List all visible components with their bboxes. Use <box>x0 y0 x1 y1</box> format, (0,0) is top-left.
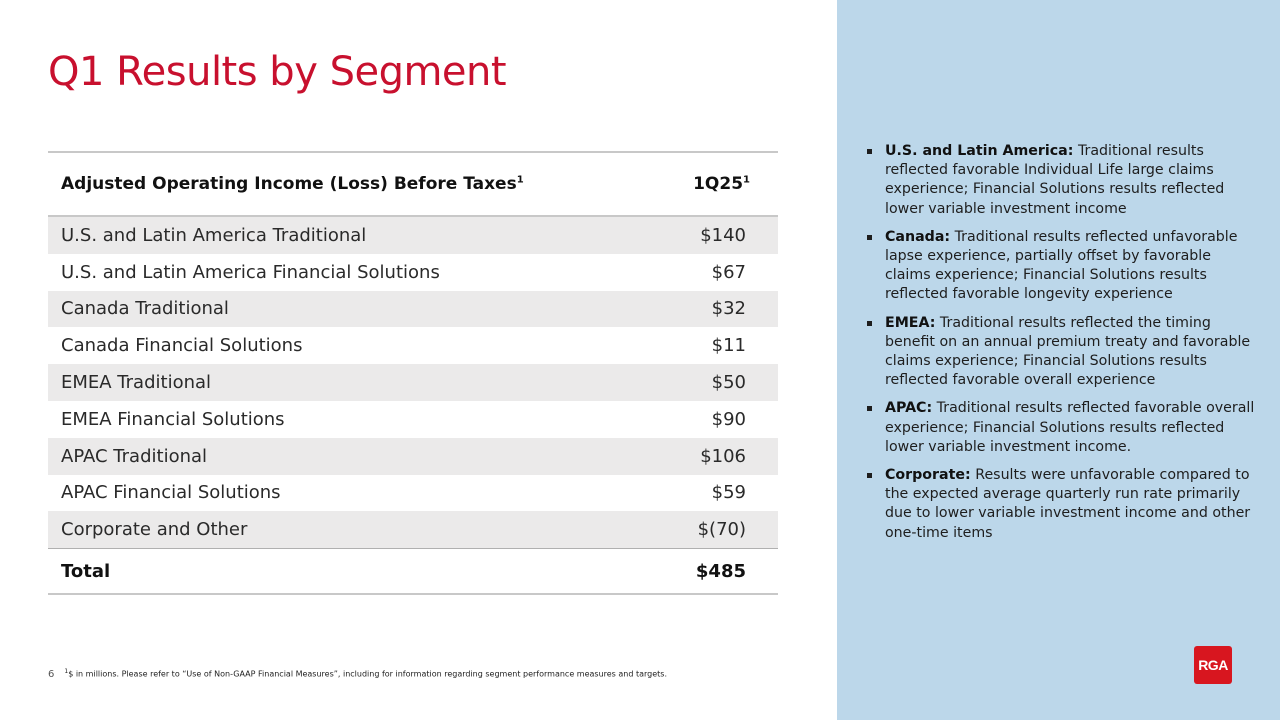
table-total-row: Total $485 <box>48 548 778 596</box>
segment-results-table: Adjusted Operating Income (Loss) Before … <box>48 151 778 596</box>
bullet-item-us-latam: U.S. and Latin America: Traditional resu… <box>866 142 1256 219</box>
bullet-text: Traditional results reflected unfavorabl… <box>885 228 1238 303</box>
bullet-heading: Canada: <box>885 228 951 245</box>
bullet-text: Traditional results reflected favorable … <box>885 143 1225 217</box>
footnote: 6 1$ in millions. Please refer to “Use of… <box>48 668 667 680</box>
rga-logo-icon: RGA <box>1194 646 1232 684</box>
bullet-item-apac: APAC: Traditional results reflected favo… <box>866 399 1256 457</box>
table-row: U.S. and Latin America Traditional $140 <box>48 216 778 254</box>
total-label: Total <box>48 548 668 596</box>
commentary-panel <box>837 0 1280 720</box>
table-row: U.S. and Latin America Financial Solutio… <box>48 254 778 291</box>
square-bullet-icon <box>867 473 872 479</box>
commentary-bullet-list: U.S. and Latin America: Traditional resu… <box>866 142 1256 552</box>
row-label: APAC Financial Solutions <box>61 482 281 504</box>
row-value: $11 <box>711 335 746 357</box>
row-value: $106 <box>667 437 778 475</box>
row-label: U.S. and Latin America Financial Solutio… <box>61 261 440 283</box>
row-label: Corporate and Other <box>48 511 668 549</box>
row-value: $140 <box>667 216 778 254</box>
row-value: $67 <box>711 261 746 283</box>
left-content-panel: Q1 Results by Segment Adjusted Operating… <box>48 49 778 680</box>
bullet-heading: APAC: <box>885 400 933 417</box>
bullet-item-corporate: Corporate: Results were unfavorable comp… <box>866 466 1256 543</box>
footnote-marker: 1 <box>64 668 69 675</box>
square-bullet-icon <box>867 149 872 154</box>
column-header-period: 1Q251 <box>667 152 778 217</box>
row-label: APAC Traditional <box>48 437 668 475</box>
table-row: Canada Traditional $32 <box>48 290 778 328</box>
square-bullet-icon <box>867 406 872 412</box>
table-header-row: Adjusted Operating Income (Loss) Before … <box>48 152 778 217</box>
header-footnote-marker: 1 <box>516 174 524 186</box>
page-number: 6 <box>48 668 55 680</box>
bullet-text: Results were unfavorable compared to the… <box>885 467 1251 541</box>
footnote-text: $ in millions. Please refer to “Use of N… <box>68 669 668 679</box>
row-value: $50 <box>667 364 778 401</box>
bullet-item-canada: Canada: Traditional results reflected un… <box>866 228 1256 305</box>
row-label: EMEA Traditional <box>48 364 668 401</box>
bullet-heading: Corporate: <box>885 467 971 484</box>
table-row: APAC Traditional $106 <box>48 437 778 475</box>
table-row: EMEA Traditional $50 <box>48 364 778 401</box>
table-row: APAC Financial Solutions $59 <box>48 475 778 512</box>
row-value: $59 <box>711 482 746 504</box>
period-footnote-marker: 1 <box>743 174 750 186</box>
row-value: $32 <box>667 290 778 328</box>
bullet-item-emea: EMEA: Traditional results reflected the … <box>866 314 1256 391</box>
bullet-text: Traditional results reflected favorable … <box>885 400 1255 455</box>
row-label: U.S. and Latin America Traditional <box>48 216 668 254</box>
table-row: EMEA Financial Solutions $90 <box>48 401 778 438</box>
row-label: EMEA Financial Solutions <box>61 408 285 430</box>
square-bullet-icon <box>867 234 872 240</box>
square-bullet-icon <box>867 320 872 326</box>
page-title: Q1 Results by Segment <box>48 49 507 95</box>
column-header-label: Adjusted Operating Income (Loss) Before … <box>48 152 668 217</box>
row-label: Canada Financial Solutions <box>61 335 303 357</box>
total-value: $485 <box>667 548 778 596</box>
bullet-text: Traditional results reflected the timing… <box>885 314 1251 389</box>
row-label: Canada Traditional <box>48 290 668 328</box>
bullet-heading: EMEA: <box>885 314 936 331</box>
row-value: $90 <box>711 408 746 430</box>
table-row: Corporate and Other $(70) <box>48 511 778 549</box>
table-row: Canada Financial Solutions $11 <box>48 327 778 364</box>
bullet-heading: U.S. and Latin America: <box>885 143 1074 159</box>
row-value: $(70) <box>667 511 778 549</box>
